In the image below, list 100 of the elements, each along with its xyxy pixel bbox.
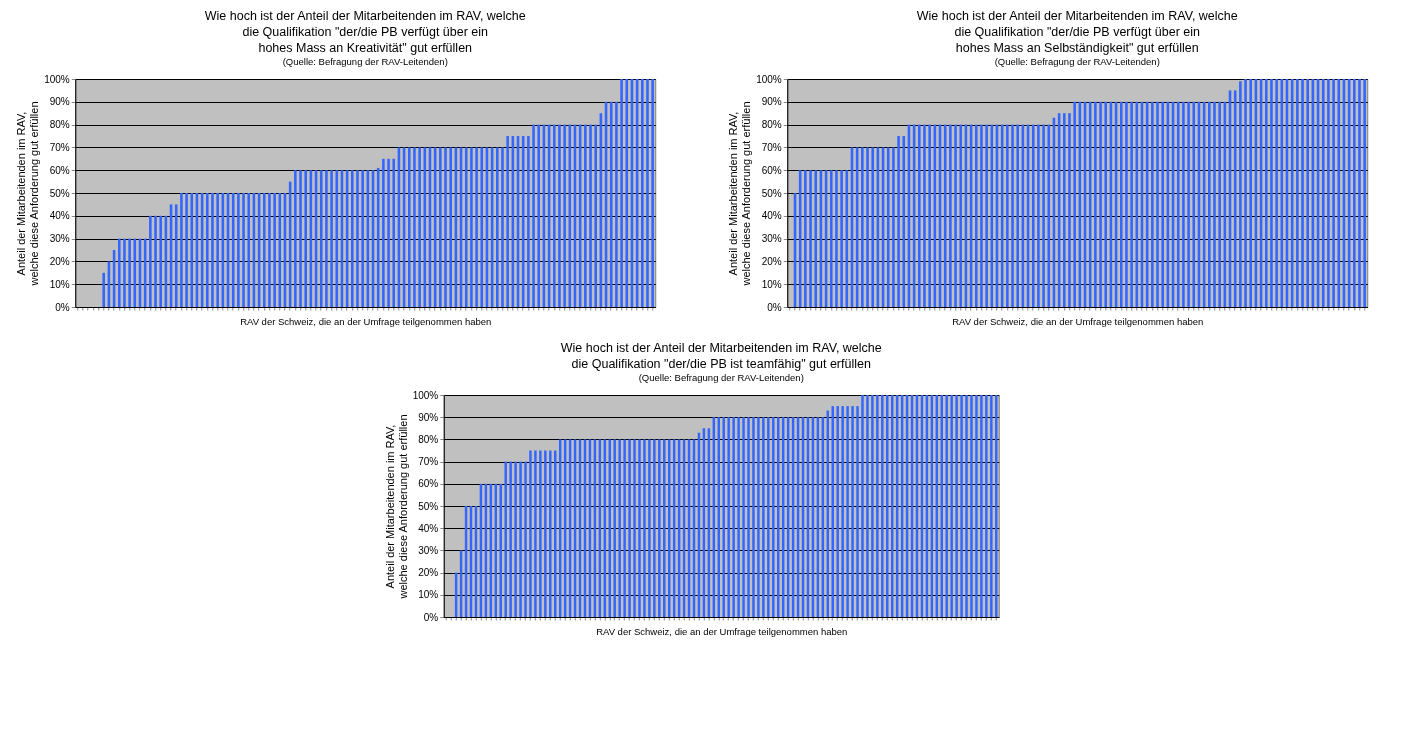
- chart-title: Wie hoch ist der Anteil der Mitarbeitenden im RAV, welche die Qualifikation "der/die PB verfügt über ein hohes Mass an Kreativität" gut erfüllen: [204, 9, 526, 55]
- bar: [727, 417, 730, 617]
- y-tick-label: 10%: [418, 589, 439, 601]
- bar: [509, 461, 512, 617]
- bar: [501, 147, 504, 307]
- y-tick-label: 50%: [418, 500, 439, 512]
- bar: [980, 395, 983, 617]
- bar: [835, 170, 838, 307]
- bar: [299, 170, 302, 307]
- bar: [615, 101, 618, 307]
- bar: [620, 79, 623, 307]
- y-tick-label: 10%: [761, 278, 782, 290]
- bar: [1239, 81, 1242, 307]
- bar: [1244, 79, 1247, 307]
- y-tick-label: 90%: [418, 411, 439, 423]
- y-tick-label: 70%: [418, 456, 439, 468]
- bar: [757, 417, 760, 617]
- bar: [527, 136, 530, 307]
- bar: [247, 193, 251, 307]
- bar: [1099, 101, 1102, 307]
- bar: [866, 147, 869, 307]
- bar: [954, 124, 957, 307]
- bar: [325, 170, 328, 307]
- y-tick-label: 40%: [49, 210, 70, 222]
- bar: [871, 147, 874, 307]
- bar: [646, 79, 649, 307]
- bar: [897, 136, 900, 307]
- bar: [995, 395, 998, 617]
- y-tick-label: 30%: [761, 233, 782, 245]
- y-tick-label: 50%: [49, 187, 70, 199]
- bar: [1208, 101, 1211, 307]
- bar: [504, 461, 507, 617]
- y-tick-label: 60%: [418, 478, 439, 490]
- bar: [881, 395, 884, 617]
- bar: [928, 124, 931, 307]
- y-tick-label: 0%: [423, 611, 439, 623]
- y-axis-title: Anteil der Mitarbeitenden im RAV, welche diese Anforderung gut erfüllen: [727, 101, 753, 287]
- bar: [470, 147, 473, 307]
- y-tick-label: 40%: [761, 210, 782, 222]
- bar: [1306, 79, 1309, 307]
- bar: [1321, 79, 1325, 307]
- x-axis-title: RAV der Schweiz, die an der Umfrage teilgenommen haben: [596, 626, 848, 637]
- bar: [549, 450, 552, 617]
- bar: [190, 193, 194, 307]
- y-tick-label: 20%: [49, 255, 70, 267]
- bar: [871, 395, 874, 617]
- bar: [648, 439, 651, 617]
- bar: [1016, 124, 1019, 307]
- y-tick-label: 100%: [412, 389, 439, 401]
- bar: [407, 147, 411, 307]
- bar: [1037, 124, 1040, 307]
- chart-title: Wie hoch ist der Anteil der Mitarbeitenden im RAV, welche die Qualifikation "der/die PB ist teamfähig" gut erfüllen: [560, 341, 882, 371]
- bar: [335, 170, 339, 307]
- bar: [216, 193, 219, 307]
- bar: [117, 238, 121, 307]
- bar: [653, 439, 656, 617]
- bar: [1104, 101, 1108, 307]
- bar: [638, 439, 641, 617]
- bar: [609, 101, 613, 307]
- y-tick-label: 30%: [49, 233, 70, 245]
- bar: [851, 406, 854, 617]
- bar: [1363, 79, 1366, 307]
- bar: [1264, 79, 1268, 307]
- bar: [902, 136, 906, 307]
- bar: [990, 395, 993, 617]
- chart-subtitle: (Quelle: Befragung der RAV-Leitenden): [994, 55, 1160, 67]
- bar: [1063, 113, 1066, 307]
- bar: [980, 124, 983, 307]
- bar: [1176, 101, 1180, 307]
- bar: [856, 406, 859, 617]
- bar: [814, 170, 818, 307]
- bar: [594, 124, 597, 307]
- chart-title: Wie hoch ist der Anteil der Mitarbeitenden im RAV, welche die Qualifikation "der/die PB verfügt über ein hohes Mass an Selbständigkeit" gut erfüllen: [916, 9, 1238, 55]
- bar: [506, 136, 509, 307]
- bar: [475, 147, 478, 307]
- bar: [174, 204, 178, 307]
- bar: [1073, 101, 1076, 307]
- bar: [1042, 124, 1045, 307]
- bar: [1332, 79, 1335, 307]
- bar: [970, 395, 973, 617]
- bar: [237, 193, 240, 307]
- bar: [496, 147, 499, 307]
- bar: [651, 79, 654, 307]
- y-axis-title: Anteil der Mitarbeitenden im RAV, welche diese Anforderung gut erfüllen: [15, 101, 41, 287]
- bar: [1353, 79, 1356, 307]
- bar: [123, 238, 126, 307]
- bar: [841, 406, 844, 617]
- bar: [1296, 79, 1299, 307]
- bar: [663, 439, 666, 617]
- bar: [767, 417, 770, 617]
- bar: [544, 450, 547, 617]
- bar: [1275, 79, 1278, 307]
- bar: [628, 439, 631, 617]
- bar: [643, 439, 646, 617]
- bar: [722, 417, 725, 617]
- bar: [524, 461, 527, 617]
- bar: [960, 395, 963, 617]
- y-tick-label: 20%: [761, 255, 782, 267]
- bar: [1125, 101, 1128, 307]
- bar: [950, 395, 953, 617]
